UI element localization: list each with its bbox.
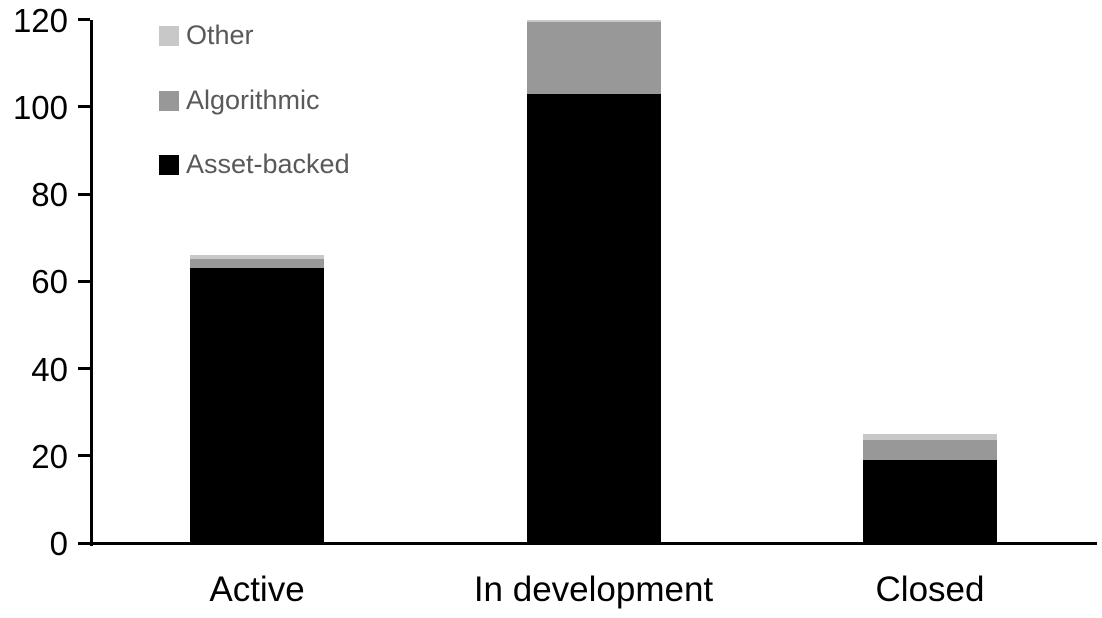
bar-segment-algorithmic-in-development (526, 21, 661, 94)
legend-label: Algorithmic (186, 85, 320, 115)
y-axis-tick-mark (78, 454, 90, 458)
bar-segment-other-active (190, 255, 324, 260)
category-label-closed: Closed (875, 570, 985, 609)
legend-label: Asset-backed (186, 149, 350, 179)
bar-segment-asset-backed-active (190, 268, 324, 543)
category-label-in-development: In development (473, 570, 714, 609)
bar-segment-asset-backed-in-development (526, 93, 661, 543)
legend-swatch-asset-backed (159, 155, 179, 175)
y-axis-tick-label: 100 (12, 88, 68, 126)
legend-item-asset-backed: Asset-backed (159, 151, 419, 178)
y-axis-tick-label: 40 (31, 350, 68, 388)
legend-swatch-other (159, 26, 179, 46)
y-axis-tick-mark (78, 18, 90, 21)
y-axis-tick-mark (78, 279, 90, 283)
bar-segment-other-in-development (526, 19, 661, 22)
y-axis-tick-mark (78, 367, 90, 370)
y-axis-tick-label: 20 (31, 437, 68, 475)
bar-segment-other-closed (863, 433, 997, 441)
legend-swatch-algorithmic (159, 91, 179, 111)
y-axis-tick-label: 60 (31, 263, 68, 301)
y-axis-tick-mark (78, 192, 90, 196)
y-axis-tick-label: 120 (12, 1, 68, 39)
y-axis-line (90, 19, 93, 546)
bar-segment-algorithmic-closed (863, 440, 997, 461)
x-axis-line (78, 542, 1097, 545)
category-label-active: Active (209, 570, 305, 609)
y-axis-tick-mark (78, 105, 90, 109)
legend-label: Other (186, 20, 254, 50)
bar-segment-asset-backed-closed (863, 460, 997, 543)
y-axis-tick-label: 0 (49, 525, 68, 562)
legend-item-other: Other (159, 22, 419, 49)
bar-segment-algorithmic-active (190, 259, 324, 269)
legend-item-algorithmic: Algorithmic (159, 87, 419, 114)
y-axis-tick-label: 80 (31, 176, 68, 213)
